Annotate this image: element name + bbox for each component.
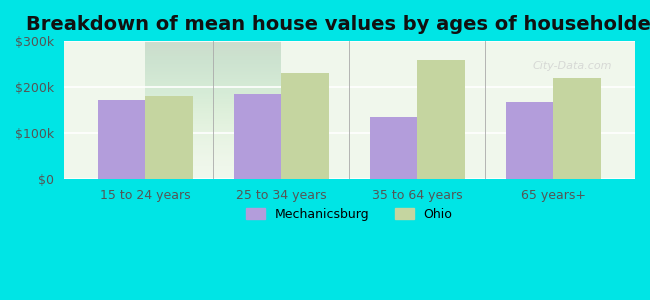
Bar (146, 95, 193, 179)
Legend: Mechanicsburg, Ohio: Mechanicsburg, Ohio (241, 203, 458, 226)
Bar (506, 102, 553, 179)
Bar (281, 74, 329, 179)
Title: Breakdown of mean house values by ages of householders: Breakdown of mean house values by ages o… (27, 15, 650, 34)
Bar (417, 61, 465, 179)
Bar (98, 100, 146, 179)
Bar (553, 78, 601, 179)
Bar (370, 117, 417, 179)
Text: City-Data.com: City-Data.com (532, 61, 612, 71)
Bar (234, 94, 281, 179)
